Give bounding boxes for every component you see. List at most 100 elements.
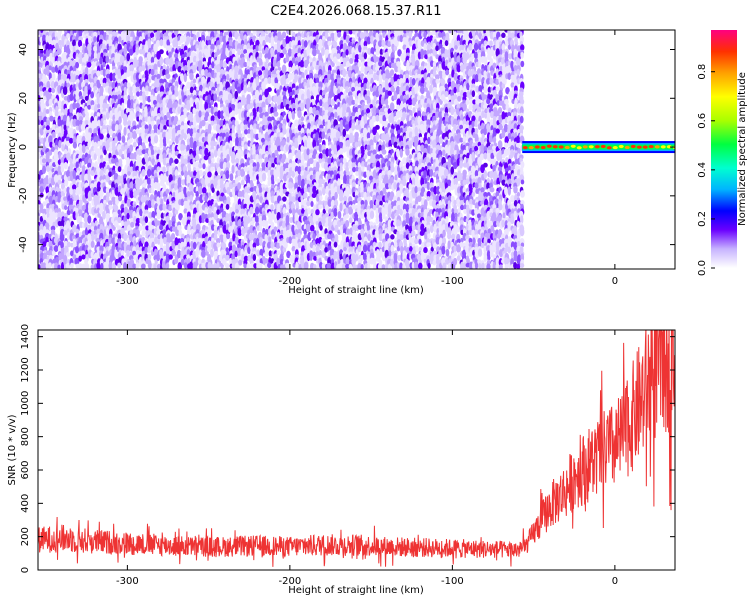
heatmap-cell bbox=[159, 141, 164, 149]
heatmap-cell bbox=[108, 146, 113, 153]
heatmap-cell bbox=[53, 245, 59, 253]
heatmap-cell bbox=[225, 47, 229, 57]
heatmap-cell bbox=[99, 145, 103, 151]
heatmap-cell bbox=[345, 213, 350, 219]
heatmap-cell bbox=[72, 73, 77, 83]
heatmap-cell bbox=[267, 87, 272, 93]
heatmap-cell bbox=[226, 73, 230, 81]
heatmap-cell bbox=[113, 172, 119, 182]
heatmap-cell bbox=[321, 262, 326, 269]
heatmap-cell bbox=[69, 127, 74, 136]
heatmap-cell bbox=[288, 188, 293, 194]
heatmap-cell bbox=[159, 39, 164, 47]
heatmap-cell bbox=[294, 73, 299, 83]
heatmap-cell bbox=[197, 186, 203, 195]
heatmap-cell bbox=[109, 141, 113, 148]
heatmap-cell bbox=[291, 166, 296, 172]
heatmap-cell bbox=[312, 48, 317, 57]
heatmap-cell bbox=[192, 241, 197, 250]
heatmap-cell bbox=[51, 87, 56, 94]
heatmap-cell bbox=[336, 53, 341, 60]
heatmap-cell bbox=[71, 184, 77, 190]
heatmap-cell bbox=[92, 31, 98, 38]
heatmap-cell bbox=[79, 45, 83, 52]
heatmap-cell bbox=[129, 144, 134, 152]
heatmap-cell bbox=[156, 229, 161, 235]
heatmap-cell bbox=[57, 31, 62, 40]
heatmap-cell bbox=[97, 103, 101, 109]
heatmap-cell bbox=[207, 94, 211, 103]
heatmap-cell bbox=[321, 47, 325, 56]
heatmap-cell bbox=[199, 169, 203, 177]
heatmap-cell bbox=[53, 174, 59, 184]
heatmap-cell bbox=[167, 131, 173, 140]
heatmap-cell bbox=[75, 102, 80, 109]
heatmap-cell bbox=[144, 216, 149, 224]
heatmap-cell bbox=[54, 262, 59, 269]
heatmap-cell bbox=[210, 99, 214, 106]
heatmap-cell bbox=[273, 95, 278, 104]
heatmap-cell bbox=[77, 39, 83, 48]
heatmap-cell bbox=[171, 136, 176, 142]
heatmap-cell bbox=[291, 110, 295, 121]
heatmap-cell bbox=[46, 241, 50, 247]
heatmap-cell bbox=[180, 150, 185, 156]
heatmap-cell bbox=[118, 36, 122, 43]
heatmap-cell bbox=[261, 172, 267, 182]
heatmap-cell bbox=[90, 91, 95, 99]
heatmap-cell bbox=[84, 119, 89, 126]
heatmap-cell bbox=[107, 200, 113, 206]
heatmap-cell bbox=[202, 163, 206, 170]
heatmap-cell bbox=[54, 110, 59, 118]
heatmap-cell bbox=[129, 138, 134, 144]
heatmap-cell bbox=[72, 141, 78, 149]
heatmap-cell bbox=[45, 35, 50, 43]
heatmap-cell bbox=[240, 179, 245, 186]
heatmap-cell bbox=[99, 56, 103, 65]
heatmap-cell bbox=[195, 154, 200, 161]
heatmap-cell bbox=[267, 76, 272, 84]
heatmap-cell bbox=[201, 119, 206, 127]
heatmap-cell bbox=[72, 238, 76, 244]
heatmap-cell bbox=[216, 242, 221, 248]
heatmap-cell bbox=[74, 246, 80, 254]
heatmap-cell bbox=[93, 36, 98, 43]
heatmap-cell bbox=[291, 171, 295, 178]
heatmap-cell bbox=[50, 225, 56, 231]
heatmap-cell bbox=[48, 98, 53, 106]
heatmap-cell bbox=[123, 126, 127, 136]
heatmap-cell bbox=[49, 115, 54, 122]
heatmap-cell bbox=[105, 187, 110, 194]
heatmap-cell bbox=[93, 45, 98, 52]
heatmap-cell bbox=[38, 139, 41, 149]
heatmap-cell bbox=[324, 247, 328, 253]
heatmap-cell bbox=[87, 141, 91, 148]
heatmap-cell bbox=[48, 262, 52, 269]
heatmap-cell bbox=[45, 99, 50, 107]
heatmap-cell bbox=[321, 131, 326, 140]
heatmap-cell bbox=[44, 140, 50, 148]
heatmap-cell bbox=[138, 225, 143, 232]
heatmap-cell bbox=[58, 139, 62, 149]
heatmap-cell bbox=[56, 48, 62, 55]
heatmap-cell bbox=[273, 226, 278, 232]
heatmap-cell bbox=[210, 248, 214, 258]
heatmap-cell bbox=[40, 119, 44, 126]
heatmap-cell bbox=[288, 171, 293, 178]
heatmap-cell bbox=[104, 235, 110, 241]
heatmap-cell bbox=[234, 250, 238, 258]
heatmap-cell bbox=[102, 210, 106, 220]
heatmap-cell bbox=[243, 84, 248, 94]
heatmap-cell bbox=[306, 148, 310, 156]
heatmap-cell bbox=[60, 162, 64, 168]
heatmap-cell bbox=[102, 102, 107, 110]
heatmap-cell bbox=[60, 166, 65, 173]
heatmap-cell bbox=[226, 154, 230, 162]
heatmap-cell bbox=[147, 78, 152, 84]
heatmap-cell bbox=[273, 111, 279, 117]
heatmap-cell bbox=[105, 262, 110, 269]
heatmap-cell bbox=[111, 158, 116, 164]
heatmap-cell bbox=[75, 157, 80, 163]
heatmap-cell bbox=[42, 201, 46, 207]
heatmap-cell bbox=[264, 250, 270, 258]
